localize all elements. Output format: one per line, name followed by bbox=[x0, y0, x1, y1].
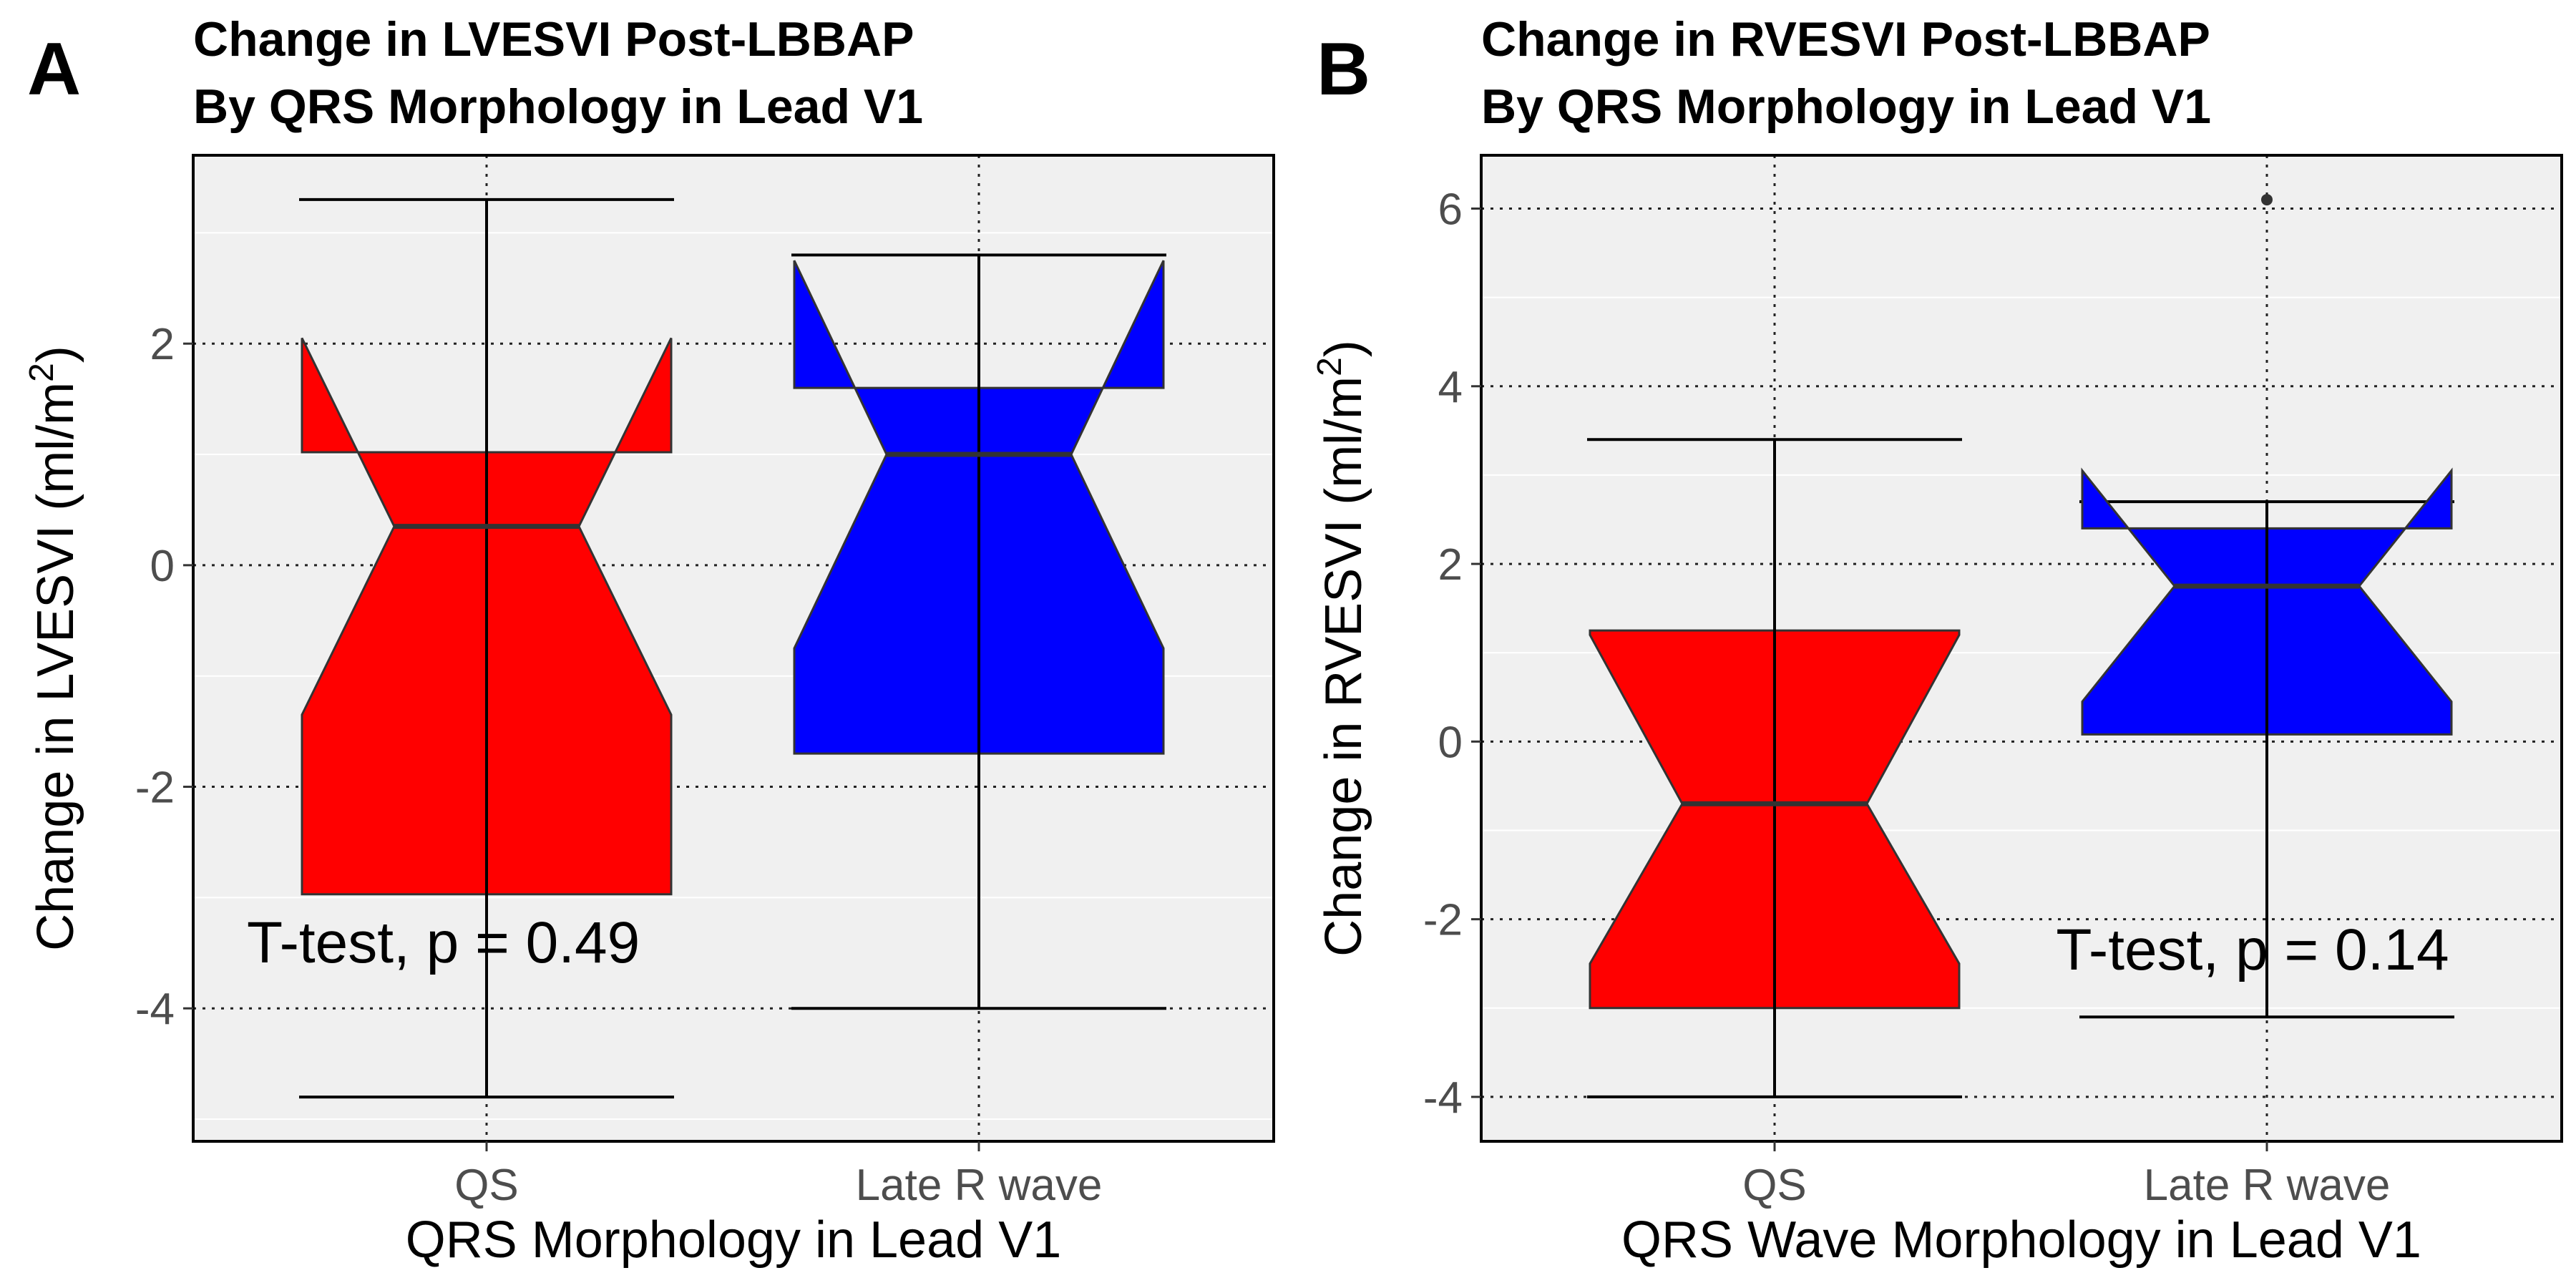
y-tick-label: -2 bbox=[1423, 896, 1463, 945]
y-tick-label: 2 bbox=[150, 320, 175, 369]
outlier-point bbox=[2261, 194, 2273, 206]
box-late-r-wave bbox=[791, 253, 1166, 1010]
y-axis-title-close: ) bbox=[1315, 340, 1372, 357]
y-tick-label: 4 bbox=[1438, 363, 1463, 412]
y-axis-title-superscript: 2 bbox=[1311, 357, 1349, 376]
y-axis-title-main: Change in RVESVI (ml/m bbox=[1315, 376, 1372, 957]
panel-letter: A bbox=[27, 28, 81, 111]
chart-title-line-1: Change in RVESVI Post-LBBAP bbox=[1481, 12, 2210, 67]
y-tick-label: 6 bbox=[1438, 185, 1463, 234]
y-tick-label: 2 bbox=[1438, 540, 1463, 590]
t-test-annotation: T-test, p = 0.14 bbox=[2056, 917, 2449, 982]
x-tick-label: QS bbox=[1742, 1161, 1807, 1210]
y-axis-title-close: ) bbox=[27, 346, 84, 363]
box-late-r-wave bbox=[2079, 194, 2454, 1019]
panel-b: B Change in RVESVI Post-LBBAP By QRS Morph… bbox=[1311, 12, 2563, 1269]
y-tick-label: -4 bbox=[135, 985, 175, 1034]
chart-title-line-2: By QRS Morphology in Lead V1 bbox=[193, 79, 923, 134]
box-qs bbox=[299, 197, 674, 1099]
y-axis-title: Change in LVESVI (ml/m2) bbox=[23, 346, 84, 951]
y-axis-title-superscript: 2 bbox=[23, 363, 61, 382]
y-tick-label: 0 bbox=[1438, 718, 1463, 767]
x-tick-label: QS bbox=[454, 1161, 519, 1210]
box-qs bbox=[1587, 438, 1962, 1098]
x-tick-label: Late R wave bbox=[856, 1161, 1103, 1210]
x-axis-title: QRS Wave Morphology in Lead V1 bbox=[1621, 1211, 2421, 1269]
y-axis-title-main: Change in LVESVI (ml/m bbox=[27, 382, 84, 951]
y-tick-label: -4 bbox=[1423, 1073, 1463, 1123]
x-axis-title: QRS Morphology in Lead V1 bbox=[406, 1211, 1062, 1269]
panel-letter: B bbox=[1317, 28, 1370, 111]
plot-border bbox=[192, 154, 1275, 1143]
chart-title-line-1: Change in LVESVI Post-LBBAP bbox=[193, 12, 914, 67]
y-tick-label: 0 bbox=[150, 542, 175, 591]
x-tick-label: Late R wave bbox=[2144, 1161, 2391, 1210]
panel-a: A Change in LVESVI Post-LBBAP By QRS Morph… bbox=[23, 12, 1275, 1269]
plot-border bbox=[1480, 154, 2563, 1143]
y-tick-label: -2 bbox=[135, 763, 175, 813]
t-test-annotation: T-test, p = 0.49 bbox=[247, 910, 640, 975]
y-axis-title: Change in RVESVI (ml/m2) bbox=[1311, 340, 1372, 957]
chart-title-line-2: By QRS Morphology in Lead V1 bbox=[1481, 79, 2211, 134]
